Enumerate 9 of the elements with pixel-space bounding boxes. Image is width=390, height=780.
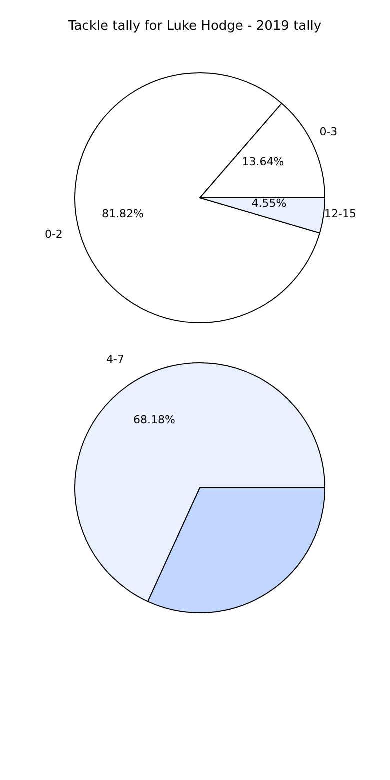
data-label: 4.55% (252, 197, 287, 210)
data-label: 81.82% (102, 208, 144, 221)
slice-label: 4-7 (106, 352, 125, 366)
data-label: 68.18% (133, 413, 176, 426)
data-label: 13.64% (242, 155, 284, 168)
slice-label: 12-15 (324, 207, 356, 220)
slice-label: 0-2 (44, 228, 63, 241)
chart-title: Tackle tally for Luke Hodge - 2019 tally (67, 19, 322, 34)
slice-label: 0-3 (320, 125, 338, 138)
